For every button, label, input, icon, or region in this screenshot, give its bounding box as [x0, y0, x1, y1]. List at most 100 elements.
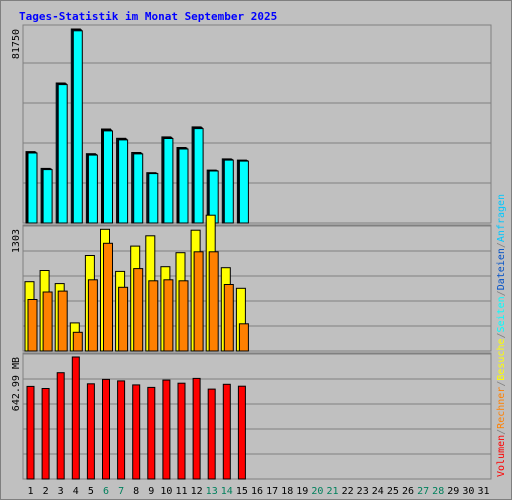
bar-seiten-day-14 [223, 159, 234, 224]
vertical-legend: Volumen/Rechner/Besuche/Seiten/Dateien/A… [496, 194, 507, 477]
x-tick-label-day-16: 16 [251, 486, 263, 497]
panel-border-requests [22, 24, 492, 224]
bar-seiten-day-12 [193, 128, 204, 224]
x-tick-label-day-9: 9 [148, 486, 154, 497]
x-tick-label-day-4: 4 [73, 486, 79, 497]
bar-rechner-day-10 [163, 279, 174, 352]
legend-entry-dateien: Dateien [496, 248, 507, 290]
legend-text: Volumen/Rechner/Besuche/Seiten/Dateien/A… [496, 194, 507, 477]
x-tick-label-day-6: 6 [103, 486, 109, 497]
x-tick-label-day-30: 30 [462, 486, 474, 497]
legend-entry-anfragen: Anfragen [496, 194, 507, 242]
bar-volumen-day-5 [86, 383, 95, 480]
x-tick-label-day-5: 5 [88, 486, 94, 497]
bar-volumen-day-3 [56, 372, 65, 480]
legend-entry-seiten: Seiten [496, 296, 507, 332]
bar-rechner-day-5 [87, 279, 98, 352]
x-tick-label-day-1: 1 [27, 486, 33, 497]
x-tick-label-day-24: 24 [372, 486, 384, 497]
bar-seiten-day-3 [57, 84, 68, 224]
bar-volumen-day-7 [117, 380, 126, 480]
x-tick-label-day-10: 10 [160, 486, 172, 497]
x-tick-label-day-8: 8 [133, 486, 139, 497]
x-tick-label-day-15: 15 [236, 486, 248, 497]
x-tick-label-day-11: 11 [175, 486, 187, 497]
legend-separator: / [496, 429, 507, 435]
bar-seiten-day-1 [27, 152, 38, 224]
legend-separator: / [496, 381, 507, 387]
bar-rechner-day-2 [42, 291, 53, 352]
bar-volumen-day-2 [41, 388, 50, 480]
x-tick-label-day-28: 28 [432, 486, 444, 497]
y-axis-max-label-volume: 642.99 MB [11, 357, 22, 411]
bar-volumen-day-1 [26, 385, 35, 480]
x-tick-label-day-18: 18 [281, 486, 293, 497]
chart-panels: 81750 1303 642.99 MB [11, 24, 492, 480]
bar-volumen-day-15 [237, 385, 246, 480]
x-tick-label-day-21: 21 [326, 486, 338, 497]
x-tick-label-day-7: 7 [118, 486, 124, 497]
bar-volumen-day-13 [207, 388, 216, 480]
legend-entry-rechner: Rechner [496, 387, 507, 429]
bar-rechner-day-6 [103, 242, 113, 352]
bar-rechner-day-15 [238, 323, 249, 352]
x-tick-label-day-27: 27 [417, 486, 429, 497]
bar-seiten-day-8 [133, 153, 144, 224]
x-tick-label-day-25: 25 [387, 486, 399, 497]
y-axis-max-label-visits: 1303 [11, 229, 22, 253]
bar-seiten-day-7 [118, 139, 129, 224]
x-tick-label-day-19: 19 [296, 486, 308, 497]
bar-volumen-day-10 [162, 379, 171, 480]
y-axis-max-label-requests: 81750 [11, 29, 22, 59]
chart-title: Tages-Statistik im Monat September 2025 [19, 10, 277, 23]
panel-volume: 642.99 MB [11, 352, 492, 480]
bar-rechner-day-4 [72, 331, 83, 352]
bar-rechner-day-14 [223, 284, 234, 352]
bar-seiten-day-9 [148, 173, 159, 224]
x-tick-label-day-29: 29 [447, 486, 459, 497]
panel-visits: 1303 [11, 214, 492, 352]
x-tick-label-day-22: 22 [342, 486, 354, 497]
bar-seiten-day-2 [42, 169, 53, 224]
legend-separator: / [496, 242, 507, 248]
bar-volumen-day-9 [147, 386, 156, 480]
bar-rechner-day-8 [133, 268, 144, 352]
panel-requests: 81750 [11, 24, 492, 224]
bar-volumen-day-12 [192, 377, 201, 480]
bar-seiten-day-5 [87, 154, 98, 224]
bar-rechner-day-12 [193, 251, 204, 352]
bar-volumen-day-6 [102, 378, 110, 480]
bar-rechner-day-11 [178, 280, 189, 352]
bar-rechner-day-13 [208, 251, 219, 352]
x-tick-label-day-17: 17 [266, 486, 278, 497]
bar-seiten-day-4 [72, 30, 83, 224]
x-tick-label-day-2: 2 [43, 486, 49, 497]
bar-seiten-day-6 [103, 130, 113, 224]
x-tick-label-day-20: 20 [311, 486, 323, 497]
bar-rechner-day-7 [118, 286, 129, 352]
bar-rechner-day-1 [27, 299, 38, 352]
x-tick-label-day-13: 13 [206, 486, 218, 497]
legend-separator: / [496, 290, 507, 296]
bar-volumen-day-14 [222, 383, 231, 480]
legend-entry-besuche: Besuche [496, 338, 507, 380]
bar-seiten-day-10 [163, 138, 174, 224]
panel-border-volume [22, 352, 492, 480]
bar-rechner-day-9 [148, 280, 159, 352]
legend-separator: / [496, 332, 507, 338]
x-tick-label-day-26: 26 [402, 486, 414, 497]
bar-volumen-day-11 [177, 382, 186, 480]
x-tick-label-day-23: 23 [357, 486, 369, 497]
legend-entry-volumen: Volumen [496, 435, 507, 477]
x-tick-label-day-3: 3 [58, 486, 64, 497]
bar-seiten-day-15 [238, 160, 249, 224]
bar-volumen-day-4 [71, 356, 80, 480]
bar-volumen-day-8 [132, 384, 141, 480]
x-tick-label-day-14: 14 [221, 486, 233, 497]
x-tick-label-day-31: 31 [477, 486, 489, 497]
bar-seiten-day-11 [178, 148, 189, 224]
panel-border-visits [22, 224, 492, 352]
bar-rechner-day-3 [57, 290, 68, 352]
